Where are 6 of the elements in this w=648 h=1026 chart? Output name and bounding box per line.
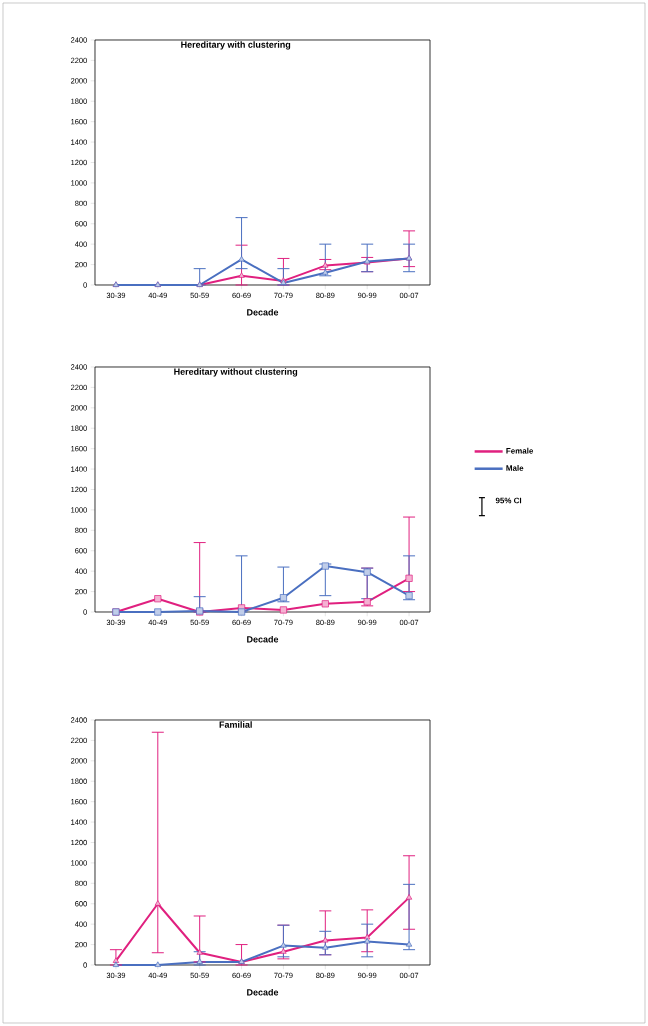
x-axis-title: Decade bbox=[247, 635, 279, 643]
x-axis-title: Decade bbox=[247, 988, 279, 996]
chart-title: Hereditary with clustering bbox=[181, 41, 291, 50]
chart-title: Hereditary without clustering bbox=[174, 368, 298, 377]
x-axis-title: Decade bbox=[247, 308, 279, 316]
chart-title: Familial bbox=[219, 721, 252, 728]
